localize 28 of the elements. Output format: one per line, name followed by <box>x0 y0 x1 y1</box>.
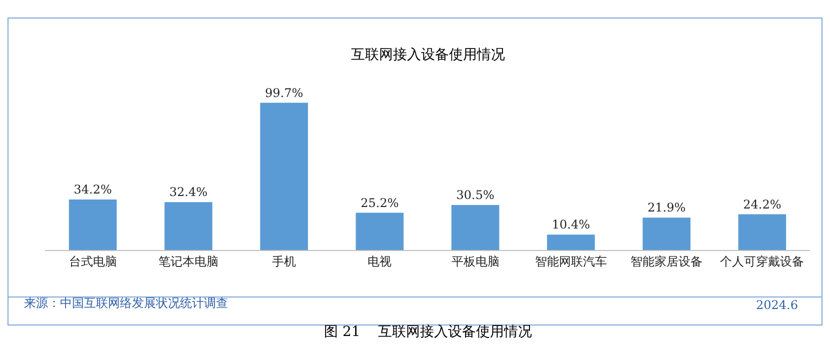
x-tick-label: 手机 <box>272 254 296 268</box>
bar <box>642 218 690 250</box>
data-label: 21.9% <box>648 200 686 215</box>
x-tick-label: 电视 <box>368 254 392 268</box>
data-label: 32.4% <box>169 185 208 200</box>
data-label: 99.7% <box>265 86 304 100</box>
x-tick-label: 平板电脑 <box>451 254 500 268</box>
source-note: 来源：中国互联网络发展状况统计调查 <box>24 296 228 310</box>
caption: 图 21 互联网接入设备使用情况 <box>324 324 532 340</box>
bar <box>547 234 595 250</box>
chart-title: 互联网接入设备使用情况 <box>351 47 505 63</box>
x-tick-label: 智能网联汽车 <box>534 254 607 268</box>
x-tick-label: 台式电脑 <box>68 254 117 268</box>
x-tick-label: 笔记本电脑 <box>158 254 218 268</box>
x-tick-label: 个人可穿戴设备 <box>720 254 804 268</box>
x-tick-label: 智能家居设备 <box>630 254 703 268</box>
data-label: 24.2% <box>743 197 782 212</box>
data-label: 25.2% <box>360 196 399 210</box>
text: 2024.6 <box>756 298 798 312</box>
bar <box>738 214 786 250</box>
bar <box>68 199 117 250</box>
data-label: 10.4% <box>552 218 590 232</box>
bar <box>164 202 212 250</box>
data-label: 34.2% <box>74 182 112 196</box>
data-label: 30.5% <box>456 188 494 202</box>
bar <box>260 102 308 250</box>
bar <box>451 204 500 250</box>
bar <box>356 212 404 250</box>
